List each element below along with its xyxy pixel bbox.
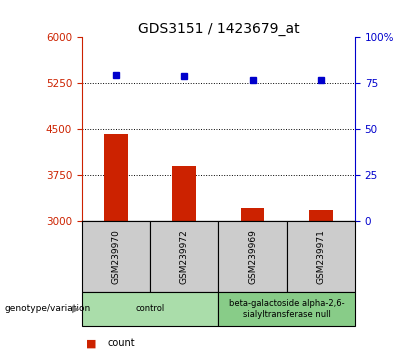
Bar [286,221,355,292]
Bar [241,208,265,221]
Text: count: count [107,338,135,348]
Bar [172,166,196,221]
Text: genotype/variation: genotype/variation [4,304,90,313]
Text: GSM239971: GSM239971 [316,229,325,284]
Text: GSM239970: GSM239970 [112,229,121,284]
Text: GSM239969: GSM239969 [248,229,257,284]
Bar [218,292,355,326]
Bar [104,134,128,221]
Text: beta-galactoside alpha-2,6-
sialyltransferase null: beta-galactoside alpha-2,6- sialyltransf… [229,299,344,319]
Text: GSM239972: GSM239972 [180,229,189,284]
Text: ■: ■ [86,338,97,348]
Bar [82,292,218,326]
Bar [82,221,150,292]
Text: ▶: ▶ [72,304,80,314]
Bar [309,210,333,221]
Title: GDS3151 / 1423679_at: GDS3151 / 1423679_at [138,22,299,36]
Bar [150,221,218,292]
Text: control: control [136,304,165,313]
Bar [218,221,286,292]
